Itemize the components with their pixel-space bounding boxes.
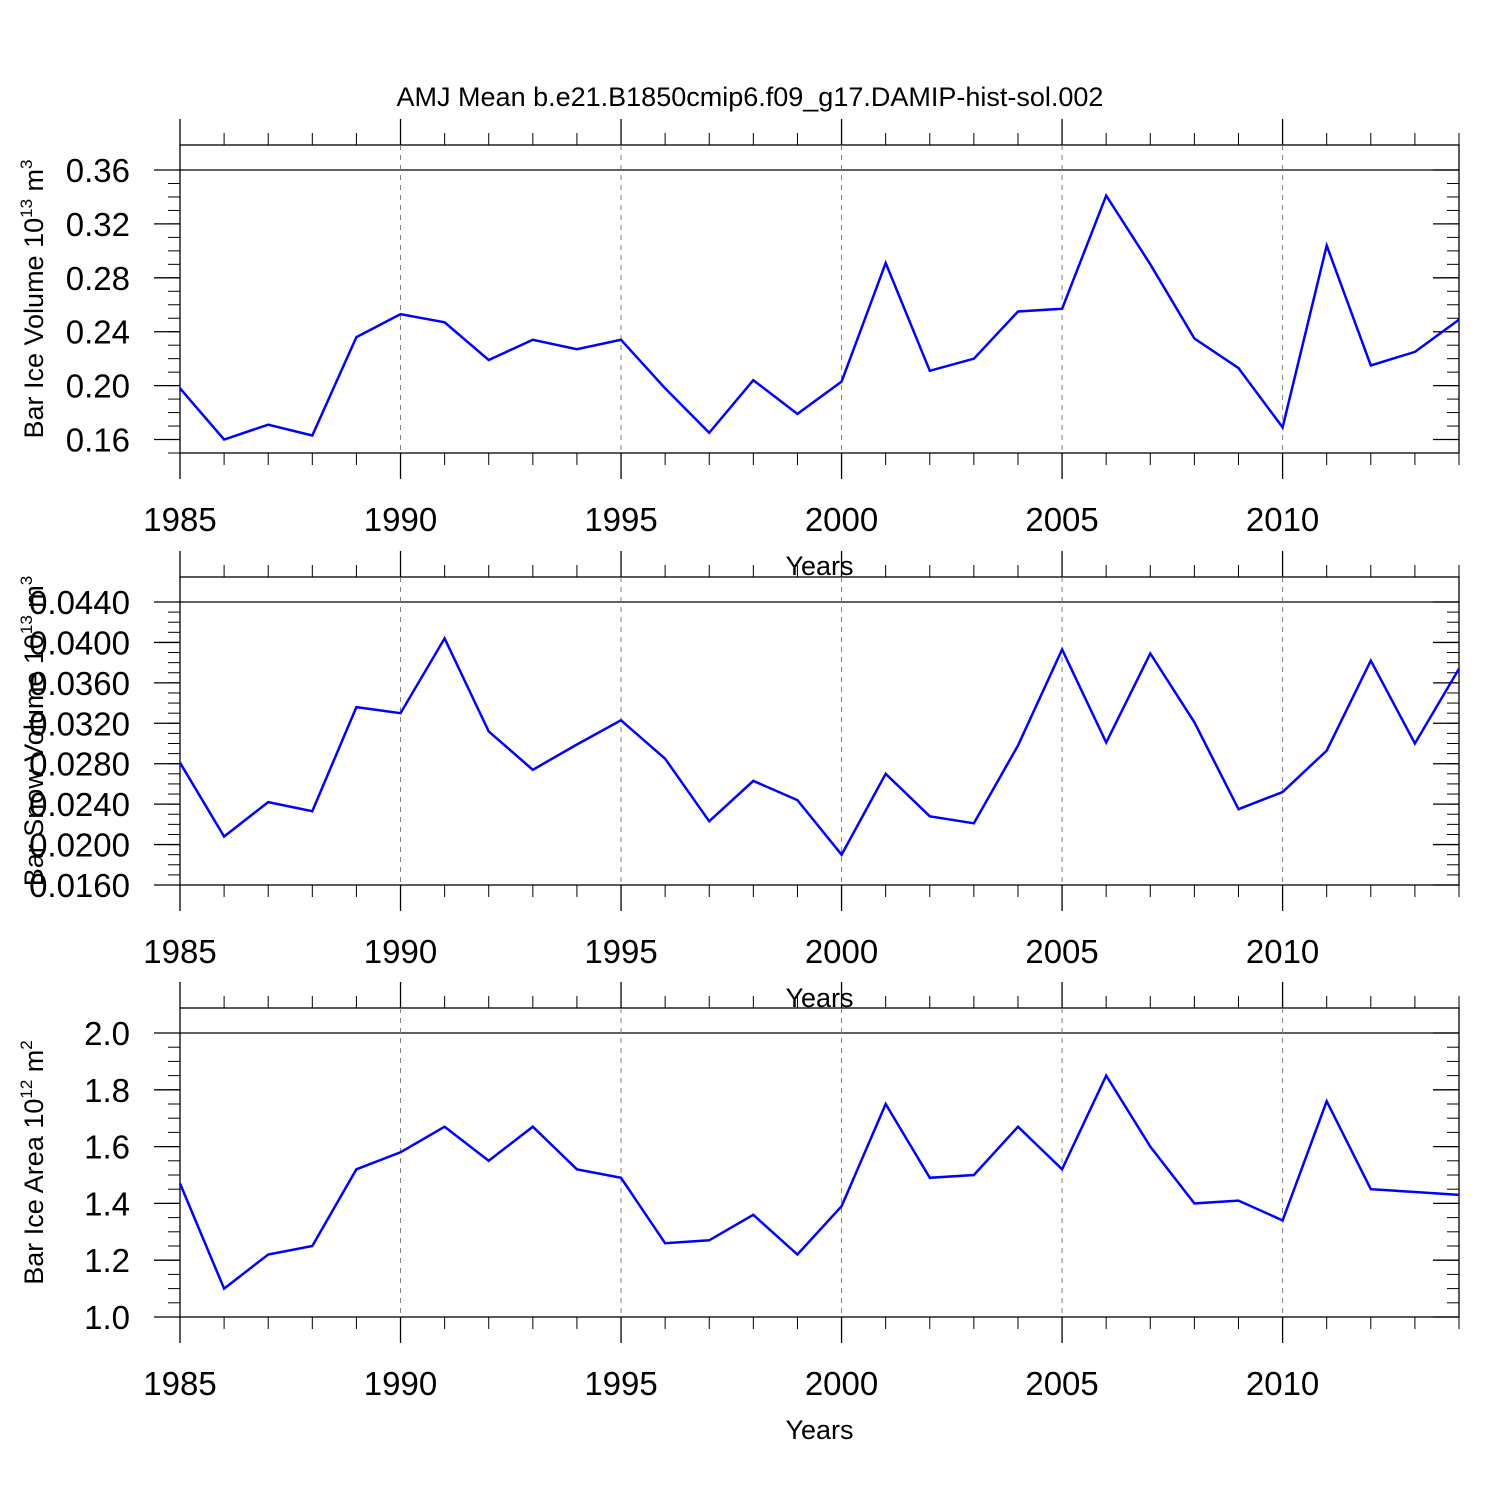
y-tick-label: 0.0320 [29, 705, 130, 742]
plot-frame [179, 576, 1460, 886]
y-tick-label: 2.0 [84, 1015, 130, 1052]
panel-3: 1985 1990 1995 2000 2005 2010 1.0 1.2 1.4 1.6 1.8 2… [17, 982, 1460, 1445]
plot-frame [179, 144, 1460, 454]
x-tick-label: 1990 [364, 501, 437, 538]
y-tick-label: 0.0360 [29, 665, 130, 702]
x-tick-label: 1985 [143, 933, 216, 970]
x-tick-label: 1990 [364, 1365, 437, 1402]
y-axis-label: Bar Snow Volume 1013 m3 [17, 576, 49, 887]
x-tick-label: 1990 [364, 933, 437, 970]
y-tick-label: 0.0280 [29, 746, 130, 783]
panels: 1985 1990 1995 2000 2005 2010 0.16 0.20 0.24 0.28… [17, 119, 1461, 1445]
x-tick-label: 2010 [1246, 501, 1319, 538]
y-tick-label: 0.0440 [29, 584, 130, 621]
y-tick-label: 1.8 [84, 1072, 130, 1109]
y-axis-label: Bar Ice Area 1012 m2 [17, 1040, 49, 1285]
x-tick-label: 2005 [1025, 1365, 1098, 1402]
y-tick-label: 0.0400 [29, 624, 130, 661]
x-tick-label: 2000 [805, 933, 878, 970]
y-tick-label: 1.2 [84, 1242, 130, 1279]
x-tick-label: 1985 [143, 1365, 216, 1402]
y-tick-label: 1.6 [84, 1129, 130, 1166]
x-tick-label: 1995 [584, 501, 657, 538]
x-axis-label: Years [785, 1415, 853, 1445]
y-tick-label: 0.32 [66, 206, 130, 243]
x-tick-label: 2005 [1025, 501, 1098, 538]
y-tick-label: 1.0 [84, 1299, 130, 1336]
y-tick-label: 0.0240 [29, 786, 130, 823]
x-tick-label: 2000 [805, 501, 878, 538]
y-tick-label: 0.28 [66, 260, 130, 297]
series-line [178, 635, 1461, 857]
y-tick-label: 0.0200 [29, 827, 130, 864]
chart-title: AMJ Mean b.e21.B1850cmip6.f09_g17.DAMIP-… [397, 82, 1104, 112]
y-tick-label: 1.4 [84, 1185, 130, 1222]
x-tick-label: 2010 [1246, 933, 1319, 970]
x-tick-label: 2005 [1025, 933, 1098, 970]
y-tick-label: 0.20 [66, 368, 130, 405]
y-tick-label: 0.24 [66, 314, 130, 351]
x-tick-label: 2010 [1246, 1365, 1319, 1402]
y-tick-label: 0.36 [66, 152, 130, 189]
series-line [178, 1072, 1460, 1291]
y-axis-label: Bar Ice Volume 1013 m3 [17, 159, 49, 438]
panel-1: 1985 1990 1995 2000 2005 2010 0.16 0.20 0.24 0.28… [17, 119, 1460, 581]
series-line [179, 192, 1460, 441]
y-tick-label: 0.16 [66, 422, 130, 459]
x-tick-label: 2000 [805, 1365, 878, 1402]
x-tick-label: 1995 [584, 1365, 657, 1402]
x-tick-label: 1985 [143, 501, 216, 538]
y-tick-label: 0.0160 [29, 867, 130, 904]
plot-frame [179, 1007, 1460, 1318]
x-tick-label: 1995 [584, 933, 657, 970]
